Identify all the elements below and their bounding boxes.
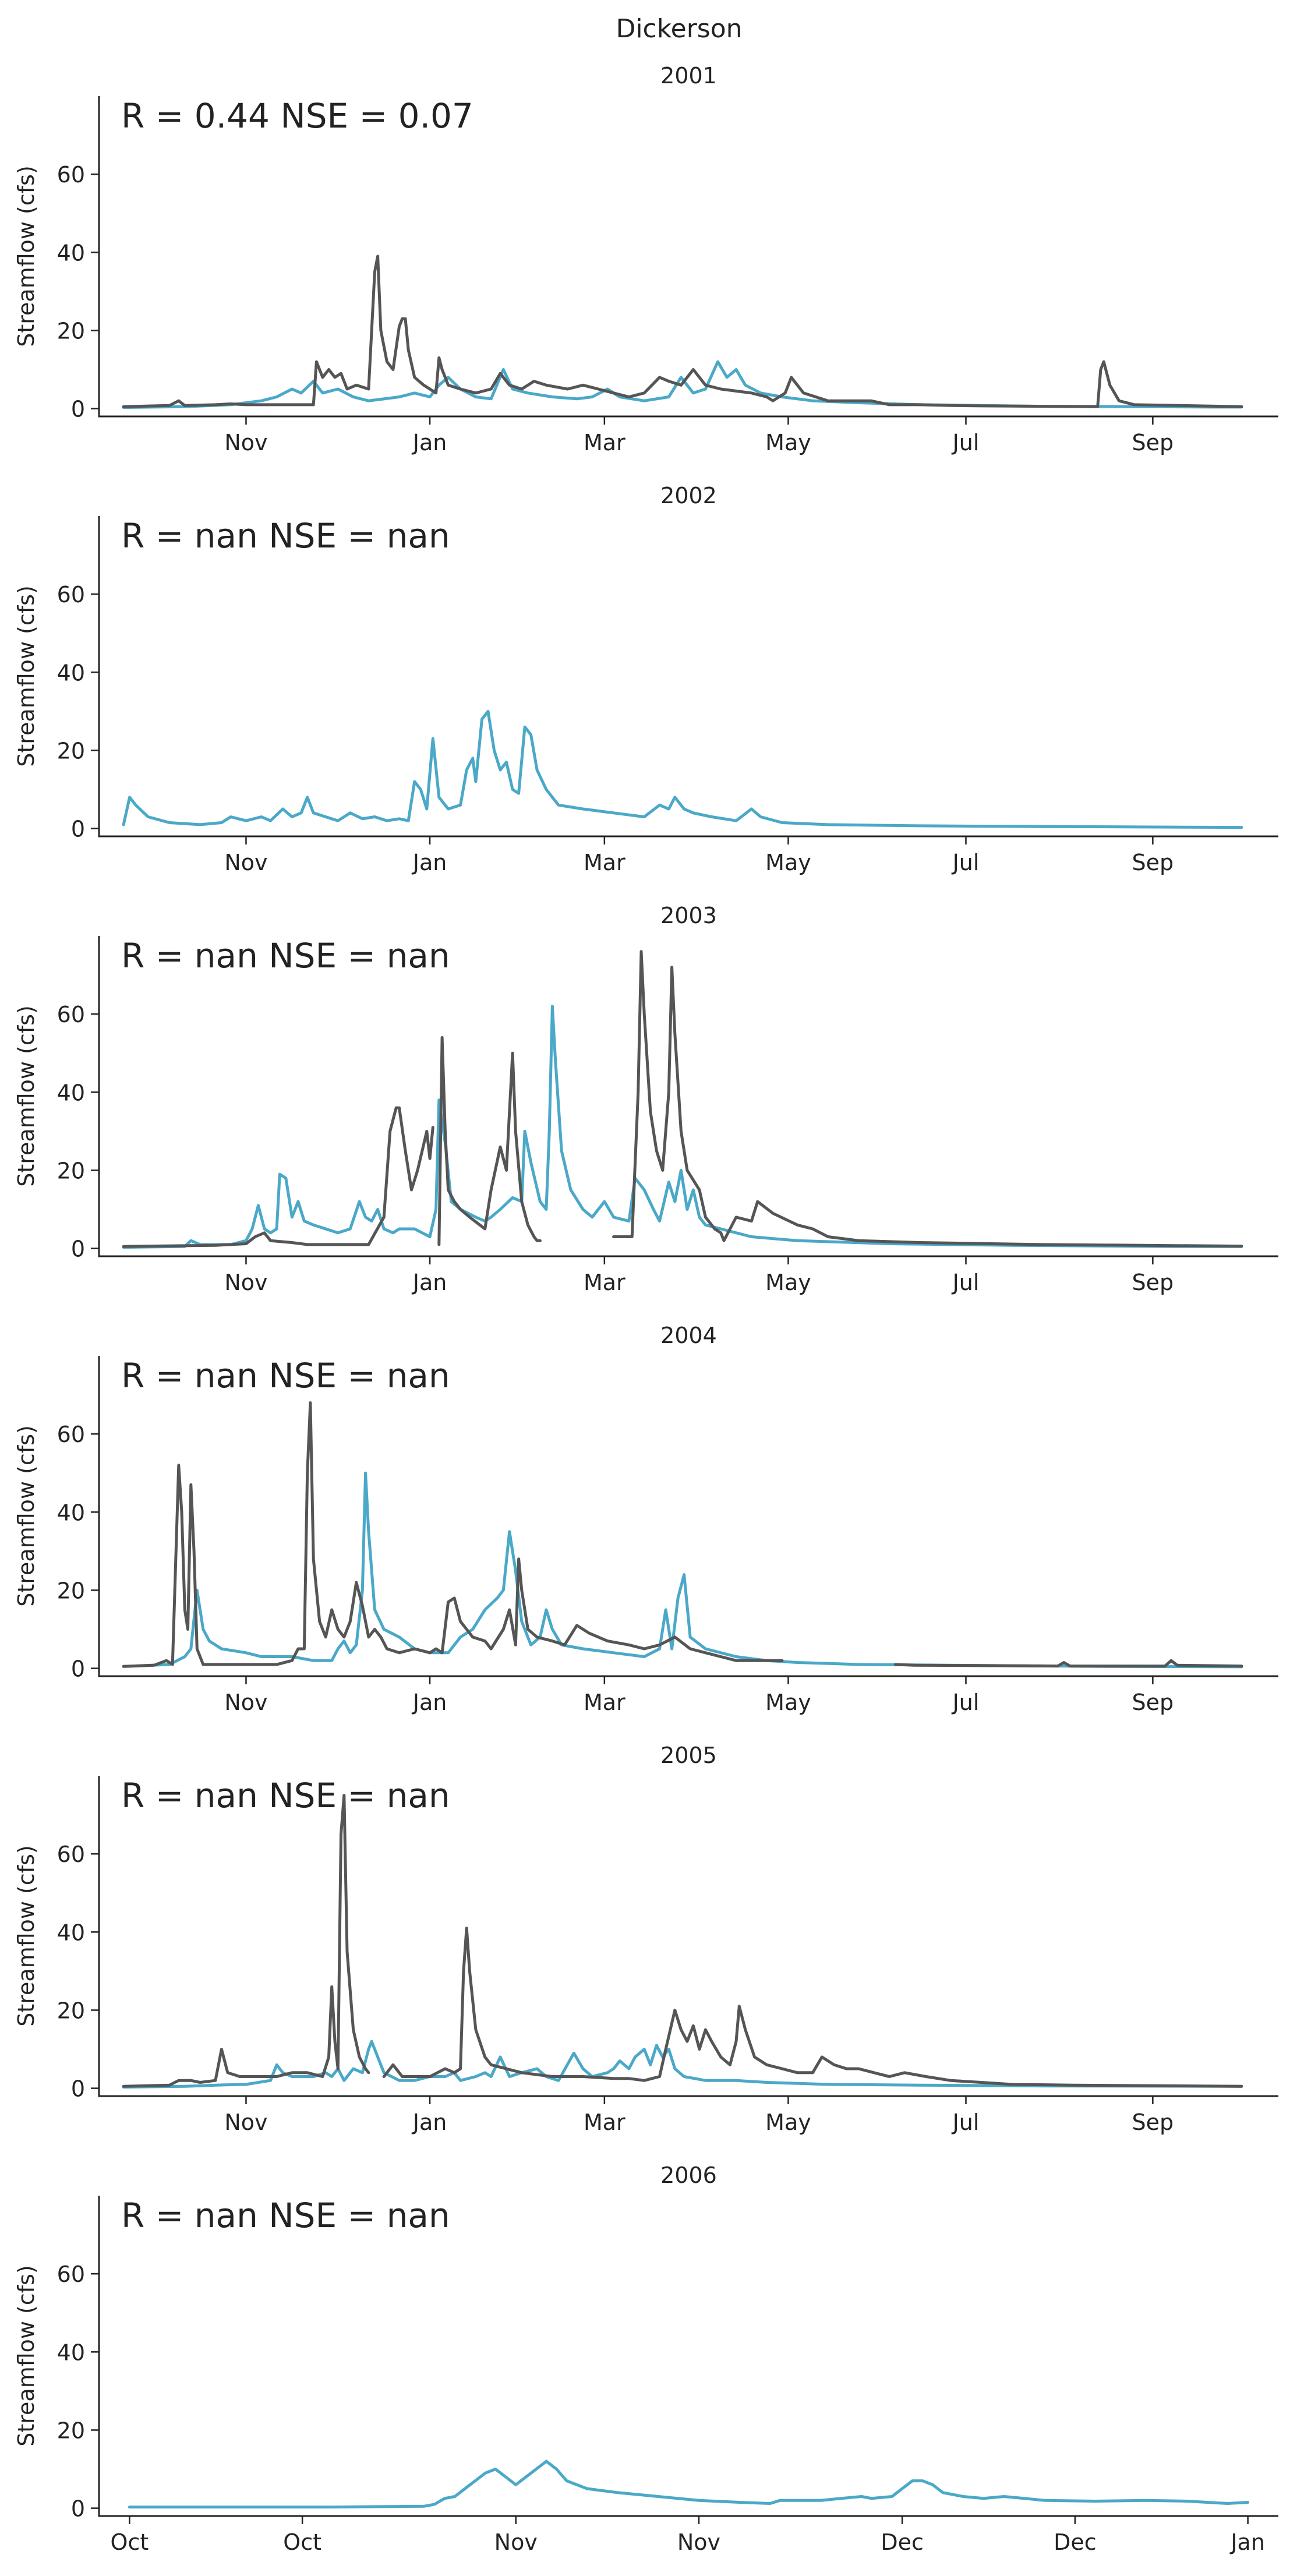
- metrics-annotation: R = 0.44 NSE = 0.07: [121, 96, 473, 136]
- x-tick-label: Mar: [584, 2109, 625, 2135]
- y-tick-label: 20: [57, 1578, 85, 1603]
- y-tick-label: 40: [57, 1500, 85, 1525]
- y-tick-label: 60: [57, 1002, 85, 1027]
- x-tick-label: Sep: [1132, 430, 1174, 455]
- x-tick-label: May: [765, 430, 811, 455]
- x-tick-label: Jan: [412, 850, 447, 875]
- x-tick-label: Dec: [881, 2529, 924, 2555]
- metrics-annotation: R = nan NSE = nan: [121, 516, 450, 556]
- modeled-series-line: [128, 2460, 1250, 2509]
- metrics-annotation: R = nan NSE = nan: [121, 936, 450, 976]
- x-tick-label: Nov: [494, 2529, 538, 2555]
- y-tick-label: 40: [57, 660, 85, 685]
- y-axis-label: Streamflow (cfs): [13, 2265, 39, 2447]
- y-tick-label: 60: [57, 1842, 85, 1867]
- y-tick-label: 40: [57, 2340, 85, 2365]
- observed-series-line: [122, 1794, 1243, 2088]
- x-tick-label: Oct: [283, 2529, 321, 2555]
- y-tick-label: 60: [57, 2261, 85, 2287]
- metrics-annotation: R = nan NSE = nan: [121, 1776, 450, 1815]
- x-tick-label: May: [765, 1690, 811, 1715]
- x-tick-label: May: [765, 2109, 811, 2135]
- x-tick-label: Mar: [584, 850, 625, 875]
- metrics-annotation: R = nan NSE = nan: [121, 2196, 450, 2235]
- x-tick-label: Nov: [677, 2529, 720, 2555]
- y-tick-label: 40: [57, 240, 85, 266]
- y-tick-label: 20: [57, 318, 85, 344]
- x-tick-label: Sep: [1132, 1690, 1174, 1715]
- y-tick-label: 0: [71, 1236, 85, 1262]
- x-tick-label: Mar: [584, 1270, 625, 1295]
- modeled-series-line: [122, 709, 1243, 829]
- x-tick-label: Nov: [224, 850, 267, 875]
- y-axis-label: Streamflow (cfs): [13, 1005, 39, 1187]
- panel-title: 2003: [660, 903, 717, 928]
- y-tick-label: 0: [71, 2076, 85, 2102]
- y-axis-label: Streamflow (cfs): [13, 165, 39, 347]
- modeled-series-line: [122, 2040, 1243, 2089]
- y-tick-label: 0: [71, 397, 85, 422]
- observed-series-line: [122, 255, 1243, 408]
- modeled-series-line: [122, 360, 1243, 409]
- y-tick-label: 0: [71, 817, 85, 842]
- x-tick-label: Nov: [224, 1270, 267, 1295]
- panel-title: 2004: [660, 1323, 717, 1348]
- panel-title: 2002: [660, 483, 717, 508]
- panel-2001: 2001 Streamflow (cfs) 0 20 40 60 Nov Jan Mar May J…: [13, 63, 1278, 455]
- y-tick-label: 20: [57, 738, 85, 764]
- x-tick-label: Sep: [1132, 1270, 1174, 1295]
- x-tick-label: Dec: [1054, 2529, 1097, 2555]
- x-tick-label: Mar: [584, 1690, 625, 1715]
- x-tick-label: Jul: [952, 430, 980, 455]
- modeled-series-line: [122, 1471, 1243, 1669]
- y-tick-label: 60: [57, 1422, 85, 1447]
- x-tick-label: Jan: [412, 2109, 447, 2135]
- x-tick-label: Oct: [111, 2529, 149, 2555]
- y-tick-label: 0: [71, 2496, 85, 2522]
- x-tick-label: Mar: [584, 430, 625, 455]
- y-tick-label: 60: [57, 582, 85, 607]
- x-tick-label: Nov: [224, 2109, 267, 2135]
- panel-title: 2001: [660, 63, 717, 89]
- x-tick-label: Jul: [952, 1270, 980, 1295]
- panel-2003: 2003 Streamflow (cfs) 0 20 40 60 Nov Jan Mar May J…: [13, 903, 1278, 1295]
- x-tick-label: Jul: [952, 2109, 980, 2135]
- y-axis-label: Streamflow (cfs): [13, 1425, 39, 1607]
- y-axis-label: Streamflow (cfs): [13, 1845, 39, 2027]
- modeled-series-line: [122, 1005, 1243, 1249]
- panel-2004: 2004 Streamflow (cfs) 0 20 40 60 Nov Jan Mar May J…: [13, 1323, 1278, 1715]
- x-tick-label: Sep: [1132, 850, 1174, 875]
- panels: 2001 Streamflow (cfs) 0 20 40 60 Nov Jan Mar May J…: [13, 63, 1278, 2555]
- panel-title: 2005: [660, 1743, 717, 1768]
- x-tick-label: Nov: [224, 430, 267, 455]
- x-tick-label: May: [765, 850, 811, 875]
- x-tick-label: Jan: [412, 1690, 447, 1715]
- x-tick-label: Jul: [952, 1690, 980, 1715]
- y-axis-label: Streamflow (cfs): [13, 585, 39, 767]
- y-tick-label: 20: [57, 1158, 85, 1183]
- panel-2005: 2005 Streamflow (cfs) 0 20 40 60 Nov Jan Mar May J…: [13, 1743, 1278, 2135]
- y-tick-label: 40: [57, 1080, 85, 1105]
- y-tick-label: 20: [57, 1998, 85, 2023]
- x-tick-label: Sep: [1132, 2109, 1174, 2135]
- observed-series-line: [122, 1401, 1243, 1668]
- panel-2002: 2002 Streamflow (cfs) 0 20 40 60 Nov Jan Mar May J…: [13, 483, 1278, 875]
- metrics-annotation: R = nan NSE = nan: [121, 1356, 450, 1395]
- x-tick-label: Jan: [412, 430, 447, 455]
- x-tick-label: Nov: [224, 1690, 267, 1715]
- figure-title: Dickerson: [616, 14, 742, 44]
- y-tick-label: 40: [57, 1920, 85, 1945]
- x-tick-label: May: [765, 1270, 811, 1295]
- x-tick-label: Jan: [412, 1270, 447, 1295]
- panel-title: 2006: [660, 2162, 717, 2188]
- observed-series-line: [122, 950, 1243, 1248]
- x-tick-label: Jan: [1229, 2529, 1265, 2555]
- y-tick-label: 0: [71, 1656, 85, 1682]
- x-tick-label: Jul: [952, 850, 980, 875]
- y-tick-label: 60: [57, 162, 85, 188]
- panel-2006: 2006 Streamflow (cfs) 0 20 40 60 Oct Oct Nov Nov D…: [13, 2162, 1278, 2555]
- y-tick-label: 20: [57, 2418, 85, 2443]
